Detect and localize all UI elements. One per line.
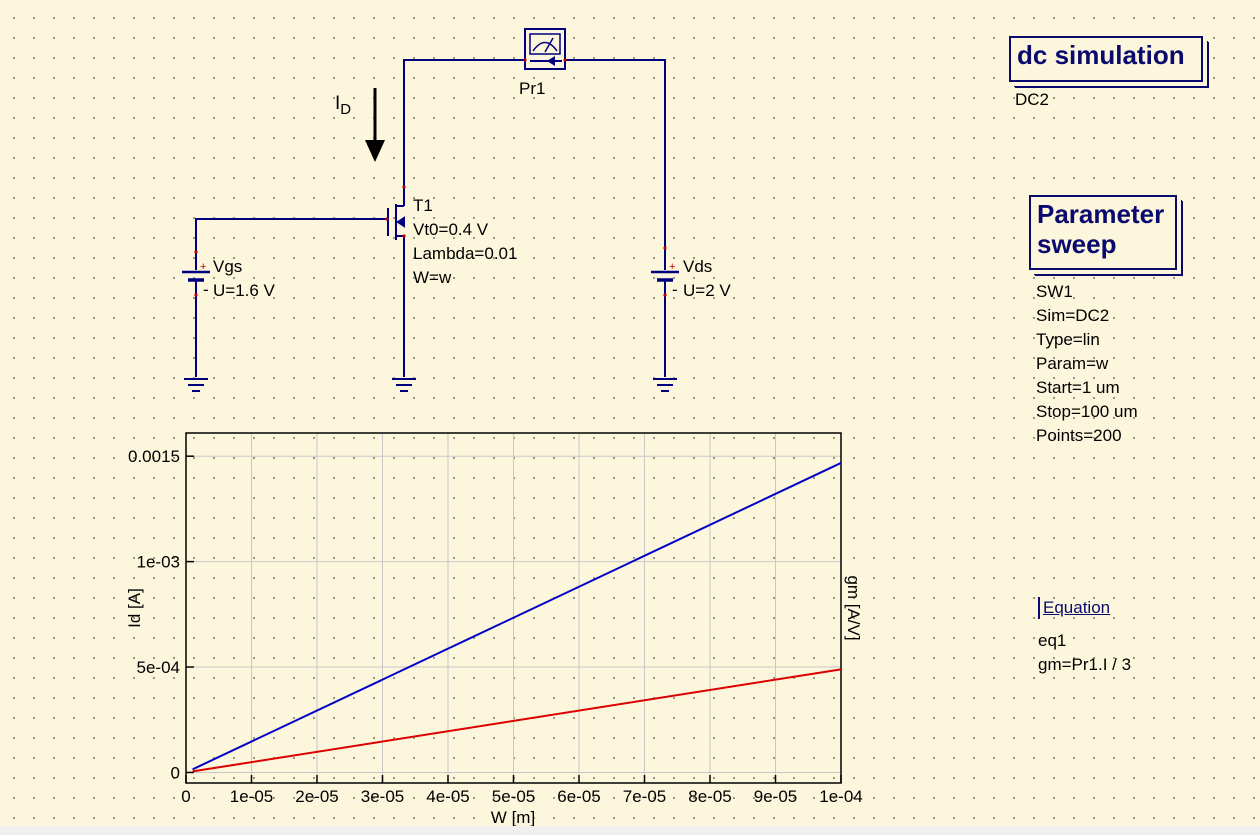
dc-simulation-name[interactable]: DC2 [1015, 90, 1050, 109]
wire-top-right [565, 59, 666, 248]
current-label-main: I [335, 93, 341, 114]
status-strip [0, 826, 1260, 835]
probe-label[interactable]: Pr1 [519, 79, 546, 98]
equation-name[interactable]: eq1 [1038, 631, 1067, 650]
voltage-source-vgs-icon [182, 252, 210, 295]
sweep-prop-name[interactable]: SW1 [1036, 282, 1073, 301]
ground-vds-icon [653, 378, 677, 392]
ammeter-probe-icon [524, 28, 566, 70]
vds-name[interactable]: Vds [683, 257, 713, 276]
transistor-name[interactable]: T1 [413, 196, 433, 215]
pin-dots [194, 58, 667, 297]
sweep-prop-start[interactable]: Start=1 um [1036, 378, 1120, 397]
transistor-param-lambda[interactable]: Lambda=0.01 [413, 244, 518, 263]
mosfet-t1-icon [387, 187, 405, 240]
sweep-prop-stop[interactable]: Stop=100 um [1036, 402, 1138, 421]
sweep-prop-param[interactable]: Param=w [1036, 354, 1109, 373]
equation-title[interactable]: Equation [1038, 597, 1110, 619]
dc-simulation-title: dc simulation [1017, 40, 1185, 70]
wire-gate [195, 218, 387, 252]
parameter-sweep-title-1: Parameter [1037, 199, 1165, 229]
sweep-prop-type[interactable]: Type=lin [1036, 330, 1100, 349]
parameter-sweep-block[interactable]: Parameter sweep [1029, 195, 1177, 270]
vgs-plus: + [200, 261, 207, 273]
current-label: ID [335, 92, 351, 122]
current-arrow-icon [365, 88, 385, 162]
equation-expression[interactable]: gm=Pr1.I / 3 [1038, 655, 1132, 674]
vgs-value[interactable]: U=1.6 V [213, 281, 275, 300]
dc-simulation-block[interactable]: dc simulation [1009, 36, 1203, 82]
current-label-sub: D [340, 100, 352, 118]
ground-vgs-icon [184, 378, 208, 392]
transistor-param-w[interactable]: W=w [413, 268, 452, 287]
transistor-param-vt0[interactable]: Vt0=0.4 V [413, 220, 489, 239]
vds-minus: - [672, 280, 678, 299]
vgs-name[interactable]: Vgs [213, 257, 243, 276]
sweep-prop-points[interactable]: Points=200 [1036, 426, 1122, 445]
vds-value[interactable]: U=2 V [683, 281, 731, 300]
voltage-source-vds-icon [651, 248, 679, 295]
ground-t1-icon [392, 378, 416, 392]
sweep-prop-sim[interactable]: Sim=DC2 [1036, 306, 1110, 325]
vgs-minus: - [203, 280, 209, 299]
parameter-sweep-title-2: sweep [1037, 229, 1117, 259]
wire-top [403, 59, 525, 187]
vds-plus: + [669, 261, 676, 273]
